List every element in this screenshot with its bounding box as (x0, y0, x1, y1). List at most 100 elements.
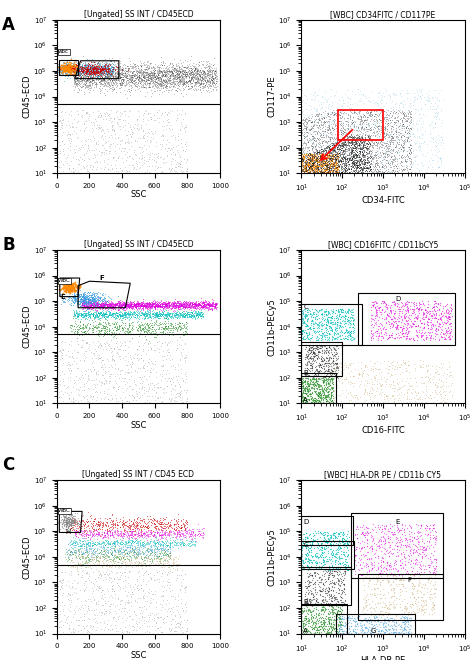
Point (82, 298, 90, 309)
Point (422, 166, 429, 177)
Point (176, 530, 183, 541)
Point (334, 137, 341, 148)
Point (117, 546, 124, 556)
Point (314, 154, 321, 165)
Point (100, 62, 108, 73)
Point (87, 298, 94, 309)
Point (149, 69, 156, 79)
Point (138, 381, 146, 392)
Point (311, 355, 319, 366)
Point (176, 324, 184, 335)
Point (334, 605, 342, 615)
Point (91, 305, 99, 315)
Point (337, 329, 344, 340)
Point (298, 165, 305, 176)
Point (304, 391, 312, 401)
Point (336, 321, 344, 331)
Point (57, 67, 64, 77)
Point (327, 603, 334, 614)
Point (128, 539, 135, 550)
Point (110, 327, 118, 337)
Point (183, 162, 191, 173)
Point (60, 63, 68, 74)
Point (319, 392, 327, 403)
Point (75, 546, 83, 557)
Point (310, 121, 318, 131)
Point (89, 353, 96, 364)
Point (330, 528, 337, 539)
Point (200, 74, 207, 84)
Point (327, 578, 335, 588)
Point (155, 73, 163, 84)
Point (319, 138, 326, 148)
Point (323, 112, 330, 122)
Point (325, 342, 333, 352)
Point (179, 536, 186, 546)
Point (163, 82, 171, 93)
Point (69, 323, 76, 334)
Point (69, 152, 76, 162)
Point (158, 626, 166, 637)
Point (175, 84, 183, 94)
Point (73, 545, 80, 556)
Point (210, 301, 217, 312)
Point (104, 596, 112, 607)
Point (320, 529, 328, 540)
Point (105, 61, 113, 72)
Point (160, 529, 168, 540)
Point (358, 543, 365, 553)
Point (186, 525, 194, 535)
Point (307, 156, 314, 166)
Point (405, 568, 412, 579)
Point (134, 585, 142, 596)
Point (364, 162, 371, 173)
Point (63, 63, 71, 73)
Point (156, 553, 164, 564)
Point (121, 391, 129, 402)
Point (368, 328, 375, 339)
Point (92, 69, 100, 79)
Point (153, 550, 160, 561)
Point (164, 329, 172, 340)
Point (182, 301, 189, 312)
Point (80, 615, 87, 626)
Point (319, 397, 327, 408)
Point (82, 562, 90, 572)
Point (448, 392, 456, 403)
Point (80, 302, 87, 312)
Point (181, 70, 189, 81)
Point (374, 138, 382, 148)
Point (360, 396, 368, 407)
Point (396, 589, 403, 600)
Point (308, 355, 316, 366)
Point (404, 123, 412, 133)
Point (85, 322, 93, 333)
Point (147, 132, 155, 143)
Point (94, 529, 102, 539)
Point (337, 608, 345, 618)
Point (145, 627, 153, 638)
Point (303, 608, 310, 618)
Point (185, 528, 193, 539)
Point (337, 161, 345, 172)
Point (330, 527, 338, 538)
Point (73, 65, 81, 76)
Point (106, 64, 114, 75)
Point (365, 566, 373, 576)
Point (348, 156, 356, 167)
Point (94, 369, 102, 380)
Point (321, 360, 328, 371)
Point (94, 61, 101, 72)
Point (212, 299, 219, 310)
Point (203, 300, 210, 311)
Point (318, 380, 325, 391)
Point (389, 120, 396, 131)
Point (356, 522, 364, 533)
Point (301, 162, 309, 172)
Point (137, 310, 145, 320)
Point (391, 117, 399, 127)
Point (365, 137, 373, 148)
Point (328, 106, 336, 117)
Point (371, 297, 378, 308)
Point (382, 154, 390, 165)
